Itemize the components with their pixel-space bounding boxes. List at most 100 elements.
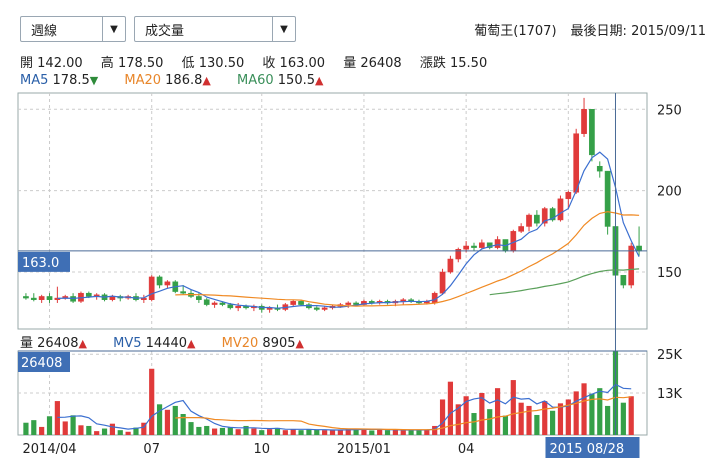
volume-bar	[196, 426, 202, 435]
candle-body	[628, 245, 635, 286]
volume-bar	[518, 402, 524, 435]
ma60-legend: MA60 150.5▲	[236, 73, 324, 88]
price-tick-label: 200	[657, 185, 682, 200]
mv20-line	[175, 396, 632, 431]
vol-legend: 量 26408▲	[20, 336, 87, 351]
volume-bar	[471, 413, 477, 435]
candle-body	[596, 165, 603, 172]
volume-bar	[23, 422, 29, 435]
volume-bar	[628, 396, 634, 435]
volume-bar	[605, 405, 611, 435]
change-value: 漲跌 15.50	[419, 56, 488, 71]
candle-body	[211, 302, 218, 305]
open-value: 開 142.00	[20, 56, 83, 71]
arrow-up-icon: ▲	[202, 74, 211, 87]
candle-body	[439, 271, 446, 294]
indicator-select-value: 成交量	[145, 23, 185, 39]
stock-title: 葡萄王(1707) 最後日期: 2015/09/11	[460, 20, 706, 39]
volume-bar	[542, 401, 548, 435]
candle-body	[557, 198, 564, 221]
volume-bar	[463, 396, 469, 435]
candle-body	[604, 170, 611, 227]
candle-body	[227, 304, 234, 309]
candle-body	[196, 296, 202, 300]
volume-bar	[164, 409, 171, 435]
volume-bar	[494, 388, 501, 435]
candle-body	[30, 297, 37, 300]
ma20-legend: MA20 186.8▲	[124, 73, 211, 88]
arrow-up-icon: ▲	[315, 74, 324, 87]
low-value: 低 130.50	[181, 56, 245, 71]
volume-bar	[408, 430, 414, 435]
volume-bar	[31, 420, 37, 435]
volume-bar	[573, 391, 579, 435]
candle-body	[589, 109, 595, 156]
last-date-label: 最後日期:	[570, 24, 627, 39]
volume-bar	[149, 368, 155, 435]
volume-bar	[251, 428, 257, 435]
volume-bar	[219, 427, 226, 435]
candle-body	[620, 275, 627, 286]
indicator-select[interactable]: 成交量 ▼	[134, 16, 296, 42]
chevron-down-icon[interactable]: ▼	[272, 17, 295, 41]
volume-bar	[487, 409, 493, 435]
volume-bar	[39, 426, 45, 435]
volume-bar	[322, 430, 328, 435]
volume-bar	[526, 405, 532, 435]
volume-bar	[479, 393, 485, 435]
chevron-down-icon[interactable]: ▼	[102, 17, 125, 41]
volume-bar	[70, 415, 76, 435]
high-value: 高 178.50	[100, 56, 164, 71]
period-select-value: 週線	[31, 23, 58, 39]
price-panel	[17, 92, 648, 330]
x-tick-label: 10	[253, 442, 270, 457]
volume-bar	[290, 429, 296, 435]
last-date: 2015/09/11	[631, 24, 706, 39]
candle-body	[156, 276, 163, 286]
volume-bar	[377, 429, 383, 435]
arrow-up-icon: ▲	[78, 337, 87, 350]
volume-bar	[447, 381, 454, 435]
mv20-legend: MV20 8905▲	[221, 336, 304, 351]
mv5-legend: MV5 14440▲	[113, 336, 196, 351]
volume-bar	[156, 404, 163, 435]
volume-bar	[204, 425, 210, 435]
arrow-up-icon: ▲	[187, 337, 196, 350]
volume-bar	[369, 430, 375, 435]
volume-bar	[581, 383, 587, 435]
volume-tick-label: 25K	[657, 348, 683, 363]
volume-bar	[125, 431, 131, 435]
mv5-line	[57, 383, 632, 431]
candle-body	[38, 296, 45, 300]
volume-bar	[306, 429, 312, 435]
volume-bar	[243, 425, 249, 435]
candle-body	[494, 239, 501, 248]
volume-bar	[94, 431, 100, 435]
volume-bar	[620, 402, 626, 435]
candle-body	[180, 291, 186, 294]
period-select[interactable]: 週線 ▼	[20, 16, 126, 42]
candle-body	[23, 296, 29, 299]
volume-bar	[259, 430, 265, 435]
candle-body	[109, 296, 116, 300]
cursor-date-label: 2015 08/28	[549, 442, 624, 457]
volume-bar	[298, 430, 304, 435]
volume-bar	[180, 414, 186, 435]
volume-bar	[211, 428, 218, 435]
candle-body	[636, 245, 642, 252]
x-tick-label: 2015/01	[337, 442, 391, 457]
candle-body	[581, 109, 587, 134]
candle-body	[518, 226, 525, 232]
volume-bar	[432, 425, 438, 435]
x-tick-label: 2014/04	[23, 442, 77, 457]
volume-bar	[274, 427, 281, 435]
volume-bar	[384, 430, 391, 435]
volume-bar	[400, 430, 406, 435]
volume-bar	[141, 422, 147, 435]
candle-body	[306, 304, 312, 309]
volume-bar	[109, 423, 115, 435]
candle-body	[455, 248, 462, 260]
candle-body	[479, 242, 485, 248]
volume-tick-label: 13K	[657, 387, 683, 402]
